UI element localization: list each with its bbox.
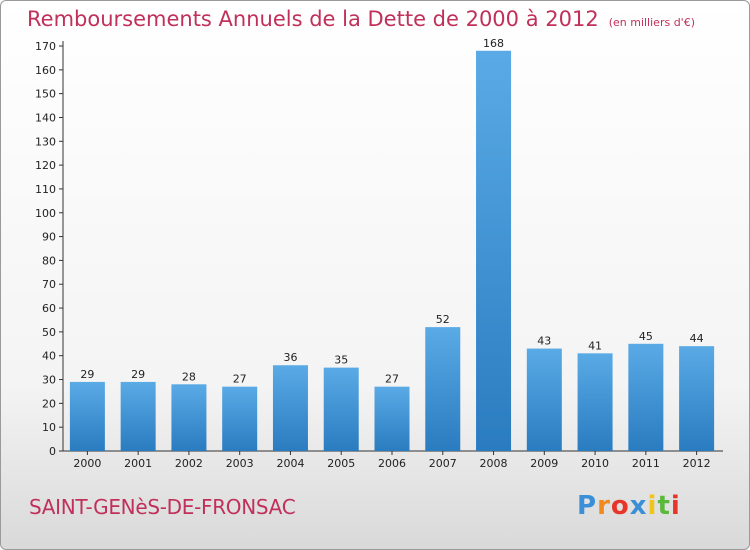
y-tick-label: 60 bbox=[42, 302, 56, 315]
bar-2009 bbox=[526, 348, 562, 451]
value-label-2008: 168 bbox=[483, 37, 504, 50]
value-label-2002: 28 bbox=[182, 370, 196, 383]
value-label-2012: 44 bbox=[690, 332, 704, 345]
x-tick-label-2012: 2012 bbox=[683, 457, 711, 470]
bar-2008 bbox=[476, 50, 512, 451]
x-tick-label-2003: 2003 bbox=[226, 457, 254, 470]
y-tick-label: 70 bbox=[42, 278, 56, 291]
value-label-2010: 41 bbox=[588, 339, 602, 352]
bar-2004 bbox=[272, 365, 308, 451]
logo-letter: P bbox=[577, 491, 598, 521]
y-tick-label: 80 bbox=[42, 254, 56, 267]
bar-2000 bbox=[69, 381, 105, 451]
bar-2001 bbox=[120, 381, 156, 451]
y-tick-label: 50 bbox=[42, 326, 56, 339]
x-tick-label-2002: 2002 bbox=[175, 457, 203, 470]
value-label-2000: 29 bbox=[80, 368, 94, 381]
y-tick-label: 20 bbox=[42, 397, 56, 410]
y-tick-label: 120 bbox=[35, 159, 56, 172]
value-label-2006: 27 bbox=[385, 373, 399, 386]
commune-name: SAINT-GENèS-DE-FRONSAC bbox=[29, 495, 296, 519]
bar-2007 bbox=[425, 327, 461, 451]
y-tick-label: 10 bbox=[42, 421, 56, 434]
x-tick-label-2009: 2009 bbox=[530, 457, 558, 470]
bar-2002 bbox=[171, 384, 207, 451]
bar-2010 bbox=[577, 353, 613, 451]
y-tick-label: 170 bbox=[35, 40, 56, 53]
proxiti-logo: Proxiti bbox=[577, 491, 681, 521]
value-label-2003: 27 bbox=[233, 373, 247, 386]
x-tick-label-2004: 2004 bbox=[276, 457, 304, 470]
y-tick-label: 30 bbox=[42, 374, 56, 387]
logo-letter: o bbox=[610, 491, 630, 521]
title-text: Remboursements Annuels de la Dette de 20… bbox=[27, 7, 599, 31]
x-tick-label-2006: 2006 bbox=[378, 457, 406, 470]
x-tick-label-2007: 2007 bbox=[429, 457, 457, 470]
value-label-2007: 52 bbox=[436, 313, 450, 326]
value-label-2005: 35 bbox=[334, 354, 348, 367]
logo-letter: t bbox=[657, 491, 671, 521]
value-label-2001: 29 bbox=[131, 368, 145, 381]
x-tick-label-2011: 2011 bbox=[632, 457, 660, 470]
y-tick-label: 160 bbox=[35, 64, 56, 77]
y-tick-label: 0 bbox=[49, 445, 56, 458]
bar-2011 bbox=[628, 343, 664, 451]
x-tick-label-2000: 2000 bbox=[73, 457, 101, 470]
y-tick-label: 110 bbox=[35, 183, 56, 196]
value-label-2009: 43 bbox=[537, 335, 551, 348]
x-tick-label-2001: 2001 bbox=[124, 457, 152, 470]
chart-subtitle: (en milliers d'€) bbox=[608, 16, 695, 29]
x-tick-label-2010: 2010 bbox=[581, 457, 609, 470]
y-tick-label: 140 bbox=[35, 111, 56, 124]
bar-2003 bbox=[222, 386, 258, 451]
x-tick-label-2008: 2008 bbox=[480, 457, 508, 470]
y-tick-label: 90 bbox=[42, 231, 56, 244]
value-label-2011: 45 bbox=[639, 330, 653, 343]
bar-2005 bbox=[323, 367, 359, 451]
logo-letter: x bbox=[629, 491, 648, 521]
bar-2012 bbox=[679, 346, 715, 451]
logo-letter: i bbox=[647, 491, 658, 521]
x-tick-label-2005: 2005 bbox=[327, 457, 355, 470]
y-tick-label: 130 bbox=[35, 135, 56, 148]
value-label-2004: 36 bbox=[283, 351, 297, 364]
y-tick-label: 150 bbox=[35, 88, 56, 101]
logo-letter: i bbox=[670, 491, 681, 521]
bar-2006 bbox=[374, 386, 410, 451]
y-tick-label: 40 bbox=[42, 350, 56, 363]
logo-letter: r bbox=[597, 491, 611, 521]
chart-title: Remboursements Annuels de la Dette de 20… bbox=[27, 7, 695, 31]
y-tick-label: 100 bbox=[35, 207, 56, 220]
